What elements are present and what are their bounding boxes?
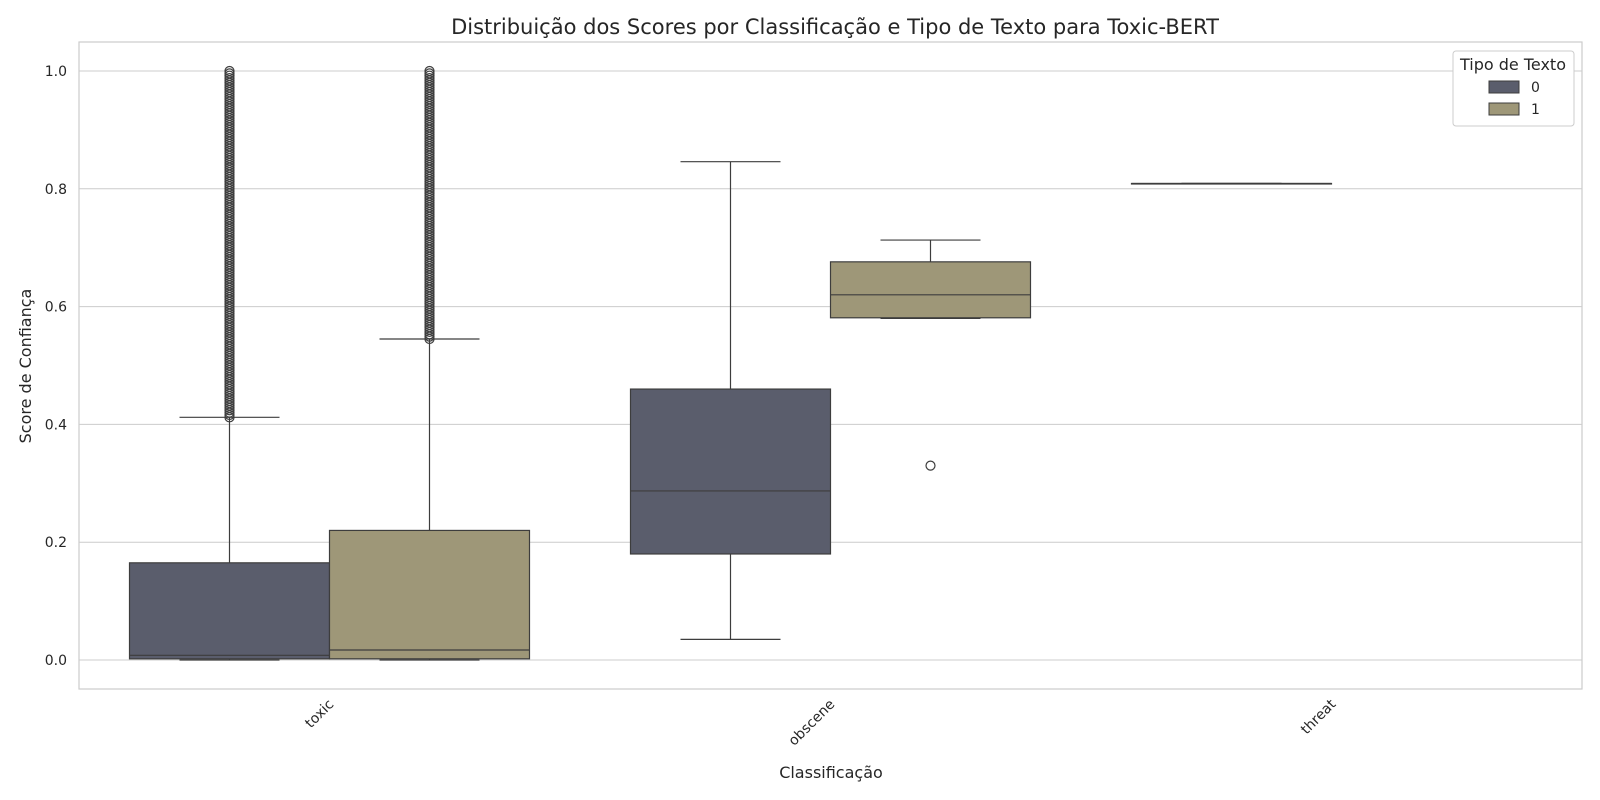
outlier-point	[224, 65, 235, 77]
box-body	[128, 562, 331, 660]
outlier-point	[925, 460, 936, 471]
y-tick-label: 0.0	[45, 653, 67, 669]
legend-swatch-0	[1488, 80, 1520, 94]
box-body	[629, 388, 832, 555]
legend-label-0: 0	[1531, 80, 1540, 96]
y-axis-title: Score de Confiança	[16, 289, 35, 444]
legend-title: Tipo de Texto	[1459, 55, 1566, 74]
box-obscene-series-0	[629, 161, 832, 640]
outlier-point	[424, 65, 435, 77]
chart-title: Distribuição dos Scores por Classificaçã…	[451, 15, 1219, 39]
y-tick-label: 0.6	[45, 300, 67, 316]
x-tick-labels: toxic obscene threat	[302, 696, 1339, 749]
box-layer	[128, 65, 1333, 661]
box-toxic-series-1	[328, 65, 531, 661]
legend-swatch-1	[1488, 102, 1520, 116]
legend-label-1: 1	[1531, 102, 1540, 118]
box-toxic-series-0	[128, 65, 331, 661]
x-tick-label: threat	[1298, 696, 1340, 738]
y-tick-label: 1.0	[45, 64, 67, 80]
x-tick-label: toxic	[302, 697, 337, 732]
y-tick-label: 0.4	[45, 417, 67, 433]
x-axis-title: Classificação	[779, 763, 883, 782]
box-body	[829, 261, 1032, 319]
box-obscene-series-1	[829, 239, 1032, 471]
box-threat-series-0	[1130, 182, 1333, 185]
legend-items: 01	[1488, 80, 1540, 118]
y-tick-label: 0.8	[45, 182, 67, 198]
legend: Tipo de Texto 01	[1452, 50, 1575, 127]
y-tick-labels: 0.0 0.2 0.4 0.6 0.8 1.0	[45, 64, 67, 669]
y-tick-label: 0.2	[45, 535, 67, 551]
box-body	[328, 529, 531, 660]
x-tick-label: obscene	[786, 697, 839, 750]
